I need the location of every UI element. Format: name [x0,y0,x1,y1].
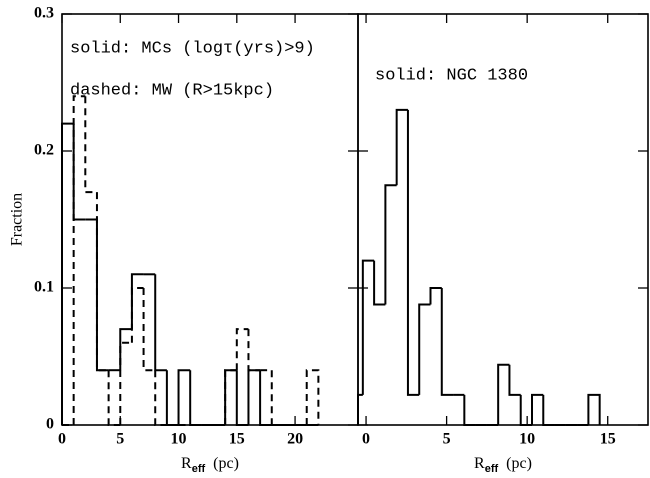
x-label-unit: (pc) [213,455,239,472]
histogram-step [357,393,363,425]
histogram-step [154,274,167,372]
histogram-step [497,363,510,425]
histogram-step [247,369,261,425]
histogram-step [107,370,121,426]
histogram-step [429,287,442,305]
histogram-step [519,394,532,426]
histogram-step [531,393,544,425]
x-label-main: R [181,455,192,472]
x-tick-label: 15 [600,431,616,448]
histogram-step [72,95,86,425]
histogram-step [189,370,202,426]
x-tick-label: 10 [171,431,187,448]
histogram-step [224,369,237,425]
histogram-step [384,184,397,305]
histogram-step [373,260,386,306]
x-tick-label: 20 [287,431,303,448]
x-label-sub: eff [485,463,499,475]
histogram-step [142,288,156,372]
x-tick-label: 15 [229,431,245,448]
x-axis-label: Reff (pc) [474,455,532,475]
histogram-step [119,341,132,425]
x-label-unit: (pc) [506,455,532,472]
histogram-step [95,219,109,372]
histogram-step [235,370,249,426]
y-tick-label: 0.1 [34,279,54,296]
histogram-step [130,287,144,343]
histogram-step [305,369,320,425]
y-axis-label: Fraction [9,193,26,246]
x-label-sub: eff [192,463,206,475]
histogram-step [361,259,375,395]
histogram-step [395,108,408,186]
histogram-step [165,370,179,426]
histogram-step [119,328,132,371]
histogram-step [130,273,144,330]
histogram-step [259,370,272,426]
x-tick-label: 5 [443,431,451,448]
histogram-step [508,364,521,396]
y-tick-label: 0.2 [34,142,54,159]
histogram-step [270,370,284,426]
histogram-step [440,288,454,396]
left-frame [61,13,359,426]
y-tick-label: 0 [46,416,54,433]
right-frame [357,13,649,426]
x-tick-label: 5 [116,431,124,448]
histogram-step [587,393,601,425]
histogram-step [84,96,97,194]
x-tick-label: 0 [362,431,370,448]
x-tick-label: 0 [58,431,66,448]
histogram-step [406,109,420,396]
histogram-step [154,370,167,426]
histogram-step [463,394,476,426]
legend-entry: solid: NGC 1380 [375,66,528,85]
histogram-step [95,192,109,372]
x-axis-label: Reff (pc) [181,455,239,475]
histogram-step [61,122,74,425]
histogram-step [418,303,431,395]
legend-entry: dashed: MW (R>15kpc) [70,81,274,100]
histogram-step [235,328,249,371]
histogram-step [247,329,261,372]
x-label-main: R [474,455,485,472]
histogram-step [224,369,237,425]
histogram-step [542,394,555,426]
y-tick-label: 0.3 [34,5,54,22]
x-tick-label: 10 [519,431,535,448]
legend-entry: solid: MCs (logτ(yrs)>9) [70,39,315,58]
histogram-step [72,123,86,221]
histogram-step [177,369,191,425]
